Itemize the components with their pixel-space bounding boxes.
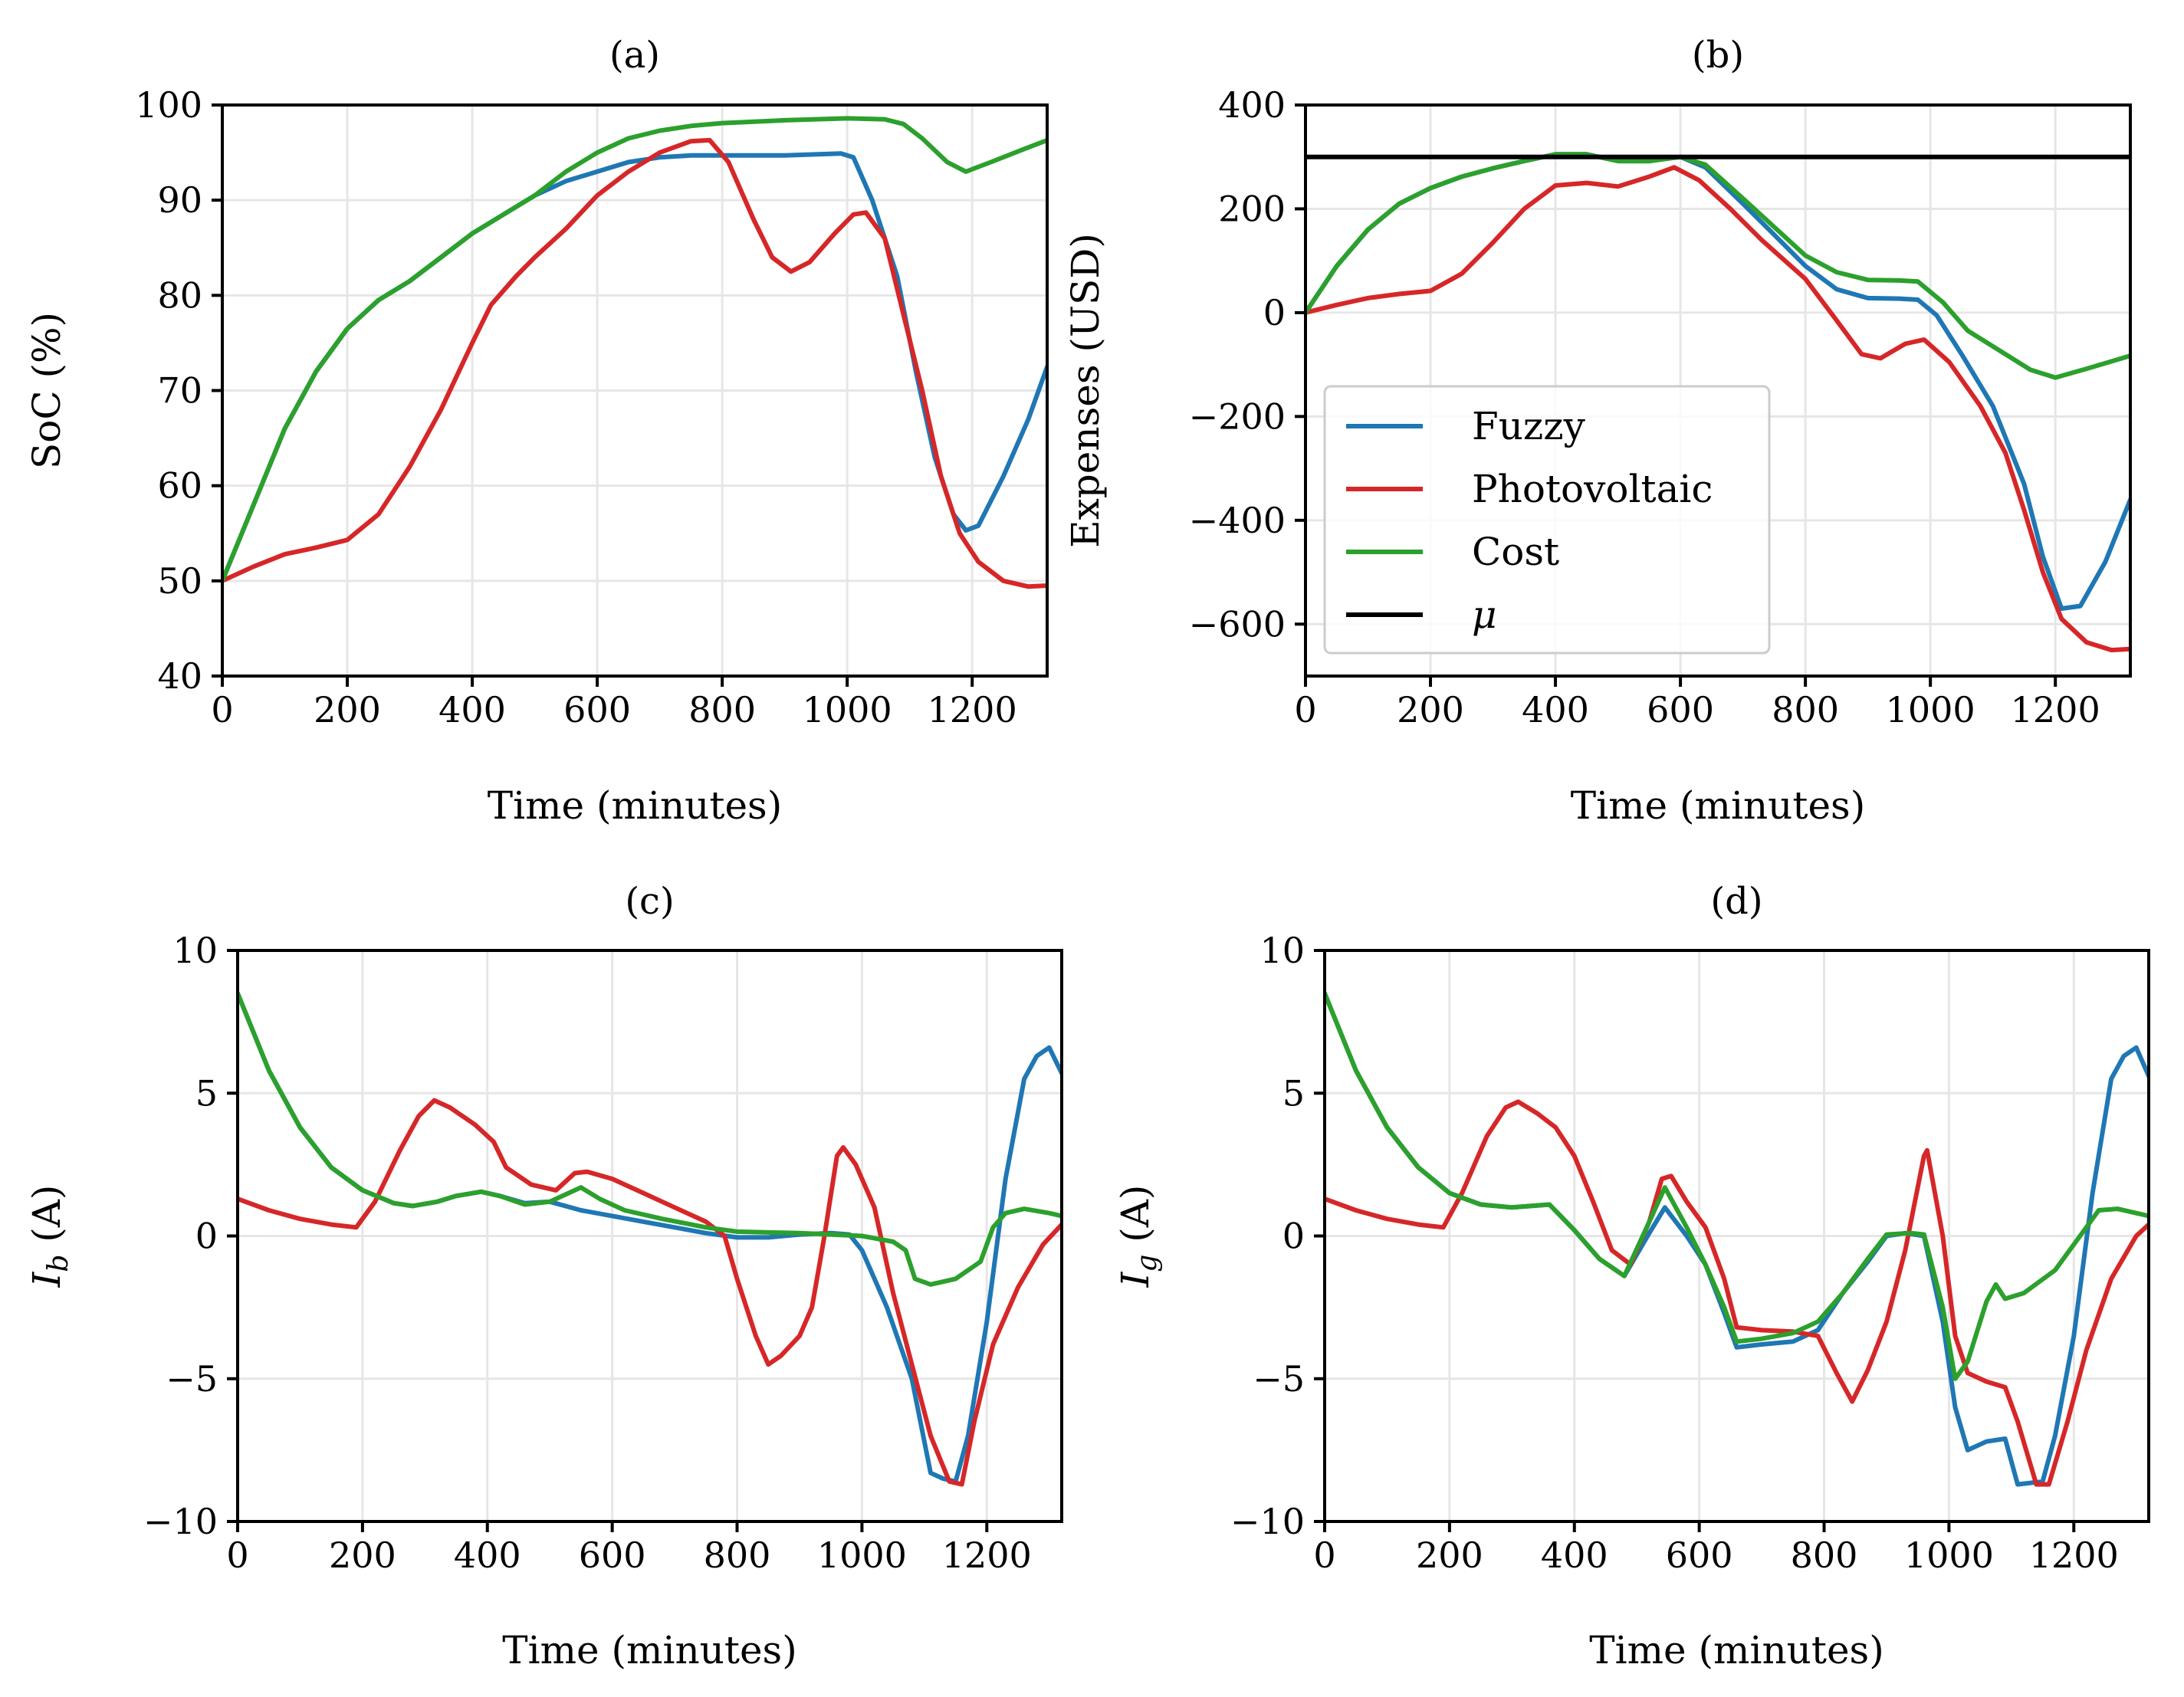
x-tick-label: 800 (688, 689, 756, 730)
y-axis-label: Ib (A) (25, 1185, 74, 1288)
x-tick-label: 0 (211, 689, 233, 730)
series-line-fuzzy (222, 151, 1047, 583)
x-tick-label: 600 (1666, 1535, 1733, 1576)
series-line-cost (238, 990, 1062, 1287)
x-tick-label: 1200 (2011, 689, 2100, 730)
x-tick-label: 0 (226, 1535, 248, 1576)
y-tick-label: −400 (1189, 500, 1286, 541)
panel-title: (d) (1710, 880, 1762, 923)
legend: Fuzzy Photovoltaic Cost μ (1323, 385, 1771, 655)
x-tick-label: 1000 (1886, 689, 1975, 730)
x-tick-label: 600 (1647, 689, 1714, 730)
x-tick-label: 0 (1313, 1535, 1335, 1576)
legend-label: Photovoltaic (1472, 467, 1713, 511)
x-tick-label: 1000 (1904, 1535, 1994, 1576)
series-line-photovoltaic (1305, 165, 2130, 653)
panel-title: (c) (625, 880, 674, 923)
y-tick-label: 100 (135, 84, 202, 126)
x-tick-label: 400 (1522, 689, 1589, 730)
x-tick-label: 1200 (928, 689, 1017, 730)
panel-b: 0 200 400 600 800 1000 1200 −600 −400 −200 0 200 400… (1063, 34, 2132, 828)
x-tick-label: 200 (1397, 689, 1464, 730)
y-tick-label: −5 (166, 1358, 218, 1400)
series-line-fuzzy (1325, 990, 2149, 1487)
y-tick-label: 0 (1263, 292, 1286, 333)
x-tick-label: 800 (704, 1535, 771, 1576)
panel-title: (a) (609, 34, 660, 77)
y-tick-label: 40 (157, 655, 202, 697)
x-tick-label: 600 (563, 689, 631, 730)
y-axis-label-symbol: I (1113, 1271, 1158, 1288)
y-tick-label: −200 (1189, 396, 1286, 437)
y-tick-label: 0 (195, 1216, 218, 1257)
panel-c: 0 200 400 600 800 1000 1200 −10 −5 0 5 10 (c) Time (m… (25, 880, 1063, 1672)
y-axis-label-subscript: b (43, 1255, 74, 1272)
y-tick-label: 400 (1218, 84, 1286, 126)
x-tick-label: 1200 (2029, 1535, 2119, 1576)
panel-a: 0 200 400 600 800 1000 1200 40 50 60 70 80 90 100 (a) T… (25, 34, 1049, 828)
x-tick-label: 600 (579, 1535, 646, 1576)
legend-label: Cost (1472, 530, 1559, 574)
y-tick-label: 0 (1282, 1216, 1305, 1257)
y-tick-label: 5 (195, 1072, 218, 1114)
axes-frame (1304, 103, 2132, 678)
x-tick-label: 800 (1772, 689, 1839, 730)
x-tick-label: 400 (438, 689, 506, 730)
y-tick-label: 200 (1218, 188, 1286, 229)
y-axis-label-symbol: I (25, 1271, 69, 1288)
y-tick-label: 50 (157, 560, 202, 602)
series-line-photovoltaic (238, 1098, 1062, 1487)
y-tick-label: 80 (157, 274, 202, 316)
y-tick-label: 70 (157, 370, 202, 412)
x-tick-label: 200 (329, 1535, 396, 1576)
x-axis-label: Time (minutes) (488, 783, 782, 828)
y-axis-label: SoC (%) (25, 312, 69, 469)
x-tick-label: 1000 (817, 1535, 907, 1576)
series-line-fuzzy (238, 990, 1062, 1484)
x-tick-label: 800 (1791, 1535, 1858, 1576)
y-tick-label: −5 (1253, 1358, 1305, 1400)
series-line-cost (1305, 152, 2130, 380)
series-line-cost (222, 116, 1047, 583)
y-tick-label: −10 (1230, 1501, 1305, 1542)
y-axis-label-unit: (A) (25, 1185, 69, 1255)
y-tick-label: 10 (172, 930, 218, 971)
legend-box (1323, 385, 1771, 655)
y-tick-label: 90 (157, 179, 202, 221)
y-tick-label: −600 (1189, 603, 1286, 645)
series-line-photovoltaic (1325, 1099, 2149, 1487)
y-tick-label: 10 (1259, 930, 1305, 971)
x-tick-label: 400 (454, 1535, 521, 1576)
legend-label: Fuzzy (1472, 404, 1586, 448)
y-tick-label: −10 (143, 1501, 218, 1542)
x-tick-label: 1200 (942, 1535, 1032, 1576)
x-tick-label: 200 (1416, 1535, 1483, 1576)
y-tick-label: 5 (1282, 1072, 1305, 1114)
x-axis-label: Time (minutes) (1589, 1628, 1883, 1672)
x-tick-label: 400 (1541, 1535, 1608, 1576)
series-line-cost (1325, 990, 2149, 1381)
legend-label: μ (1472, 592, 1497, 637)
panel-title: (b) (1692, 34, 1744, 77)
panel-d: 0 200 400 600 800 1000 1200 −10 −5 0 5 10 (d) Time (m… (1113, 880, 2150, 1672)
x-tick-label: 200 (314, 689, 381, 730)
y-axis-label-unit: (A) (1113, 1185, 1158, 1255)
x-tick-label: 1000 (803, 689, 892, 730)
y-axis-label: Expenses (USD) (1063, 233, 1108, 548)
y-axis-label-subscript: g (1131, 1255, 1163, 1272)
x-axis-label: Time (minutes) (502, 1628, 796, 1672)
y-tick-label: 60 (157, 465, 202, 507)
series-line-photovoltaic (222, 137, 1047, 589)
y-axis-label: Ig (A) (1113, 1185, 1163, 1288)
x-tick-label: 0 (1294, 689, 1316, 730)
x-axis-label: Time (minutes) (1571, 783, 1865, 828)
